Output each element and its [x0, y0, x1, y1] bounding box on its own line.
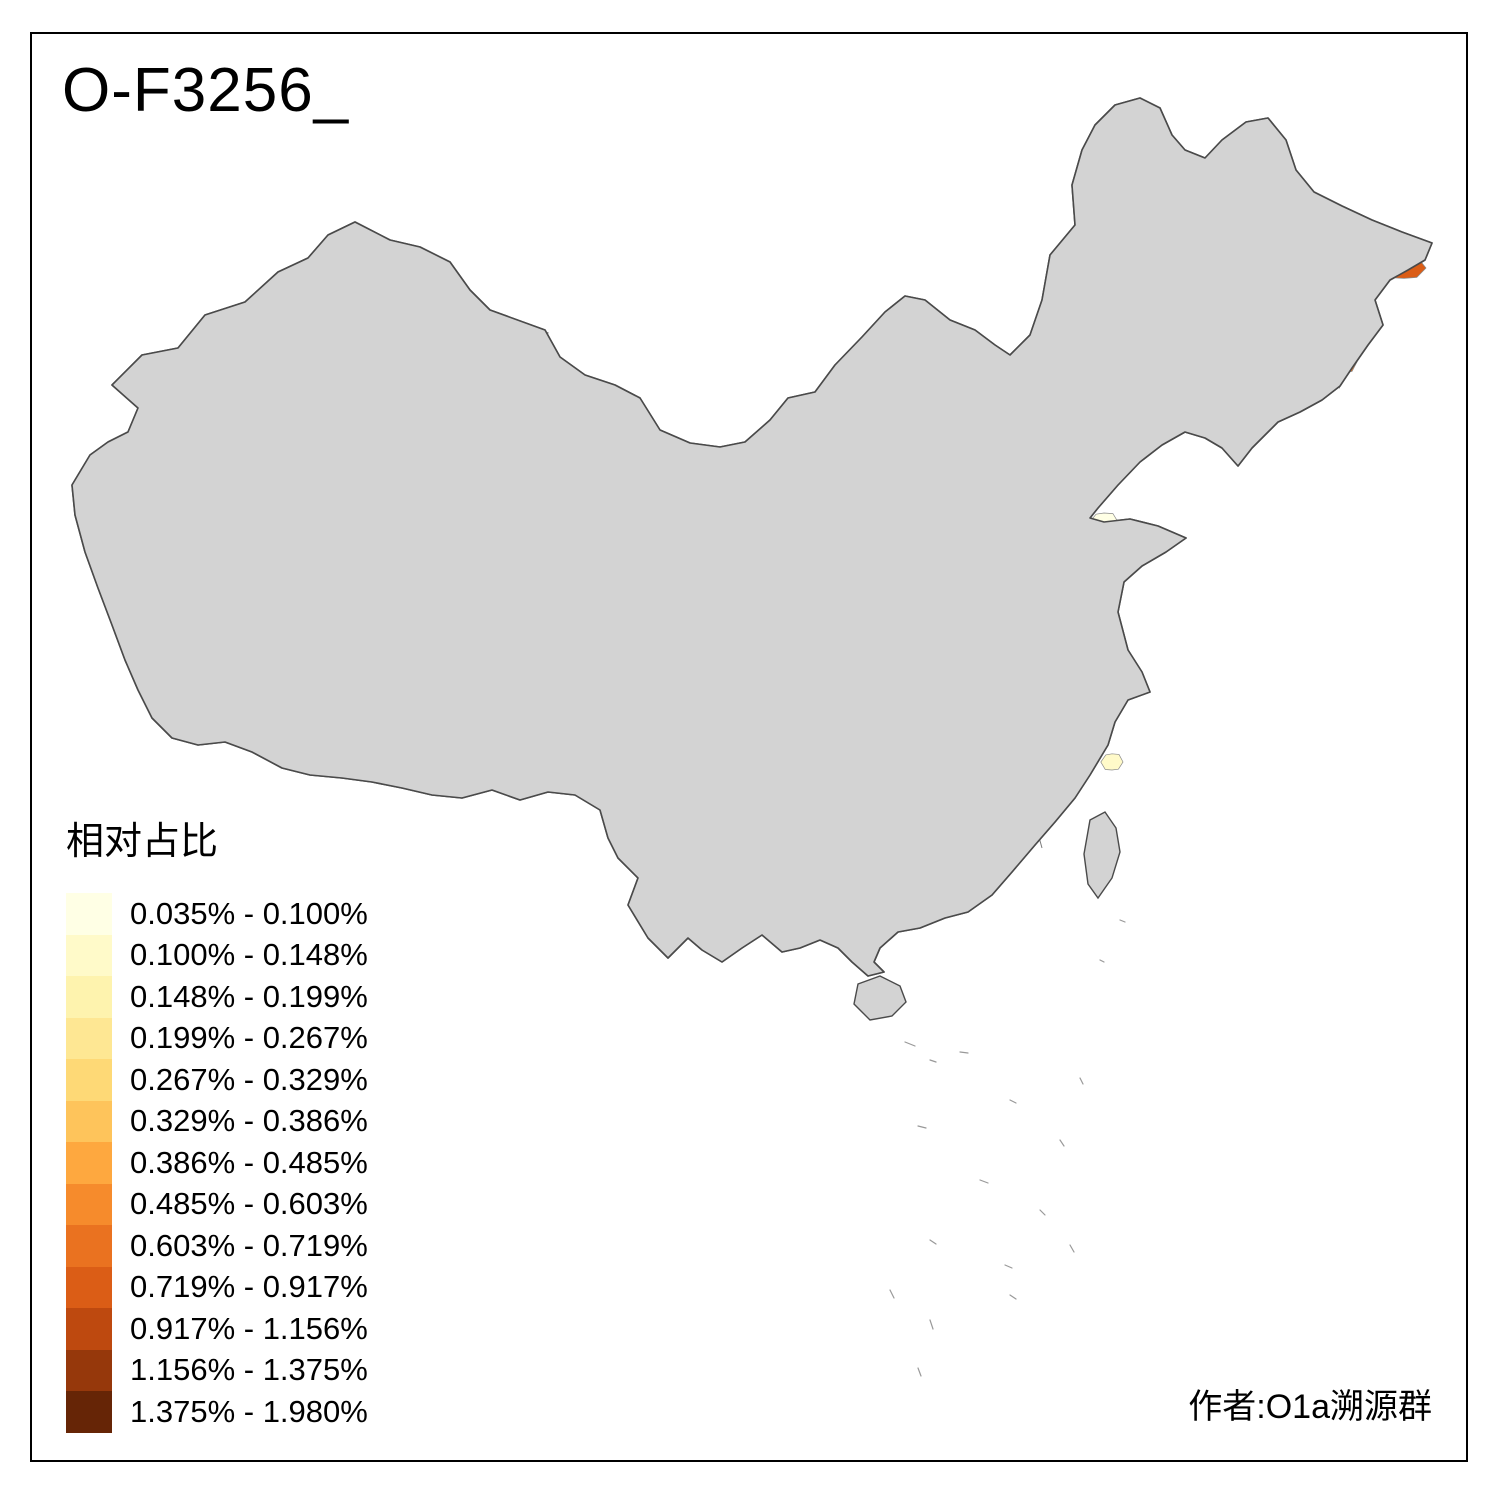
- legend-swatch: [66, 1225, 112, 1267]
- legend-row: 0.917% - 1.156%: [66, 1308, 368, 1350]
- map-region: [1089, 512, 1119, 532]
- legend-swatch: [66, 1142, 112, 1184]
- legend-swatch: [66, 1100, 112, 1142]
- taiwan-island-shape: [1083, 811, 1121, 900]
- map-region: [1100, 753, 1124, 771]
- legend-swatch: [66, 1183, 112, 1225]
- legend-row: 0.719% - 0.917%: [66, 1266, 368, 1308]
- legend-row: 0.603% - 0.719%: [66, 1225, 368, 1267]
- legend-label: 0.148% - 0.199%: [130, 978, 368, 1014]
- legend-label: 0.329% - 0.386%: [130, 1103, 368, 1139]
- legend-label: 0.719% - 0.917%: [130, 1269, 368, 1305]
- legend-row: 1.375% - 1.980%: [66, 1391, 368, 1433]
- legend-row: 0.485% - 0.603%: [66, 1183, 368, 1225]
- legend-swatch: [66, 1349, 112, 1391]
- legend-swatch: [66, 1391, 112, 1433]
- legend-row: 0.329% - 0.386%: [66, 1100, 368, 1142]
- hainan-island-shape: [853, 975, 907, 1021]
- legend-label: 0.917% - 1.156%: [130, 1310, 368, 1346]
- legend-swatch: [66, 1017, 112, 1059]
- legend-row: 0.386% - 0.485%: [66, 1142, 368, 1184]
- author-credit: 作者:O1a溯源群: [1188, 1388, 1432, 1426]
- page-title: O-F3256_: [62, 56, 350, 125]
- legend-row: 0.100% - 0.148%: [66, 934, 368, 976]
- legend-label: 0.100% - 0.148%: [130, 937, 368, 973]
- legend-row: 0.148% - 0.199%: [66, 976, 368, 1018]
- legend-swatch: [66, 1308, 112, 1350]
- legend-row: 0.267% - 0.329%: [66, 1059, 368, 1101]
- legend-label: 0.199% - 0.267%: [130, 1020, 368, 1056]
- legend-swatch: [66, 934, 112, 976]
- legend-label: 0.603% - 0.719%: [130, 1227, 368, 1263]
- legend-label: 0.267% - 0.329%: [130, 1061, 368, 1097]
- legend-swatch: [66, 893, 112, 935]
- legend-label: 1.156% - 1.375%: [130, 1352, 368, 1388]
- legend-label: 0.386% - 0.485%: [130, 1144, 368, 1180]
- legend-row: 0.199% - 0.267%: [66, 1017, 368, 1059]
- legend-label: 0.035% - 0.100%: [130, 895, 368, 931]
- legend: 相对占比 0.035% - 0.100% 0.100% - 0.148% 0.148…: [66, 810, 368, 1433]
- legend-swatch: [66, 976, 112, 1018]
- legend-label: 1.375% - 1.980%: [130, 1393, 368, 1429]
- legend-swatch: [66, 1059, 112, 1101]
- south-china-sea-islets: [889, 919, 1126, 1377]
- legend-entries: 0.035% - 0.100% 0.100% - 0.148% 0.148% - 0…: [66, 893, 368, 1433]
- legend-label: 0.485% - 0.603%: [130, 1186, 368, 1222]
- legend-title: 相对占比: [66, 821, 219, 863]
- legend-swatch: [66, 1266, 112, 1308]
- legend-row: 0.035% - 0.100%: [66, 893, 368, 935]
- legend-row: 1.156% - 1.375%: [66, 1349, 368, 1391]
